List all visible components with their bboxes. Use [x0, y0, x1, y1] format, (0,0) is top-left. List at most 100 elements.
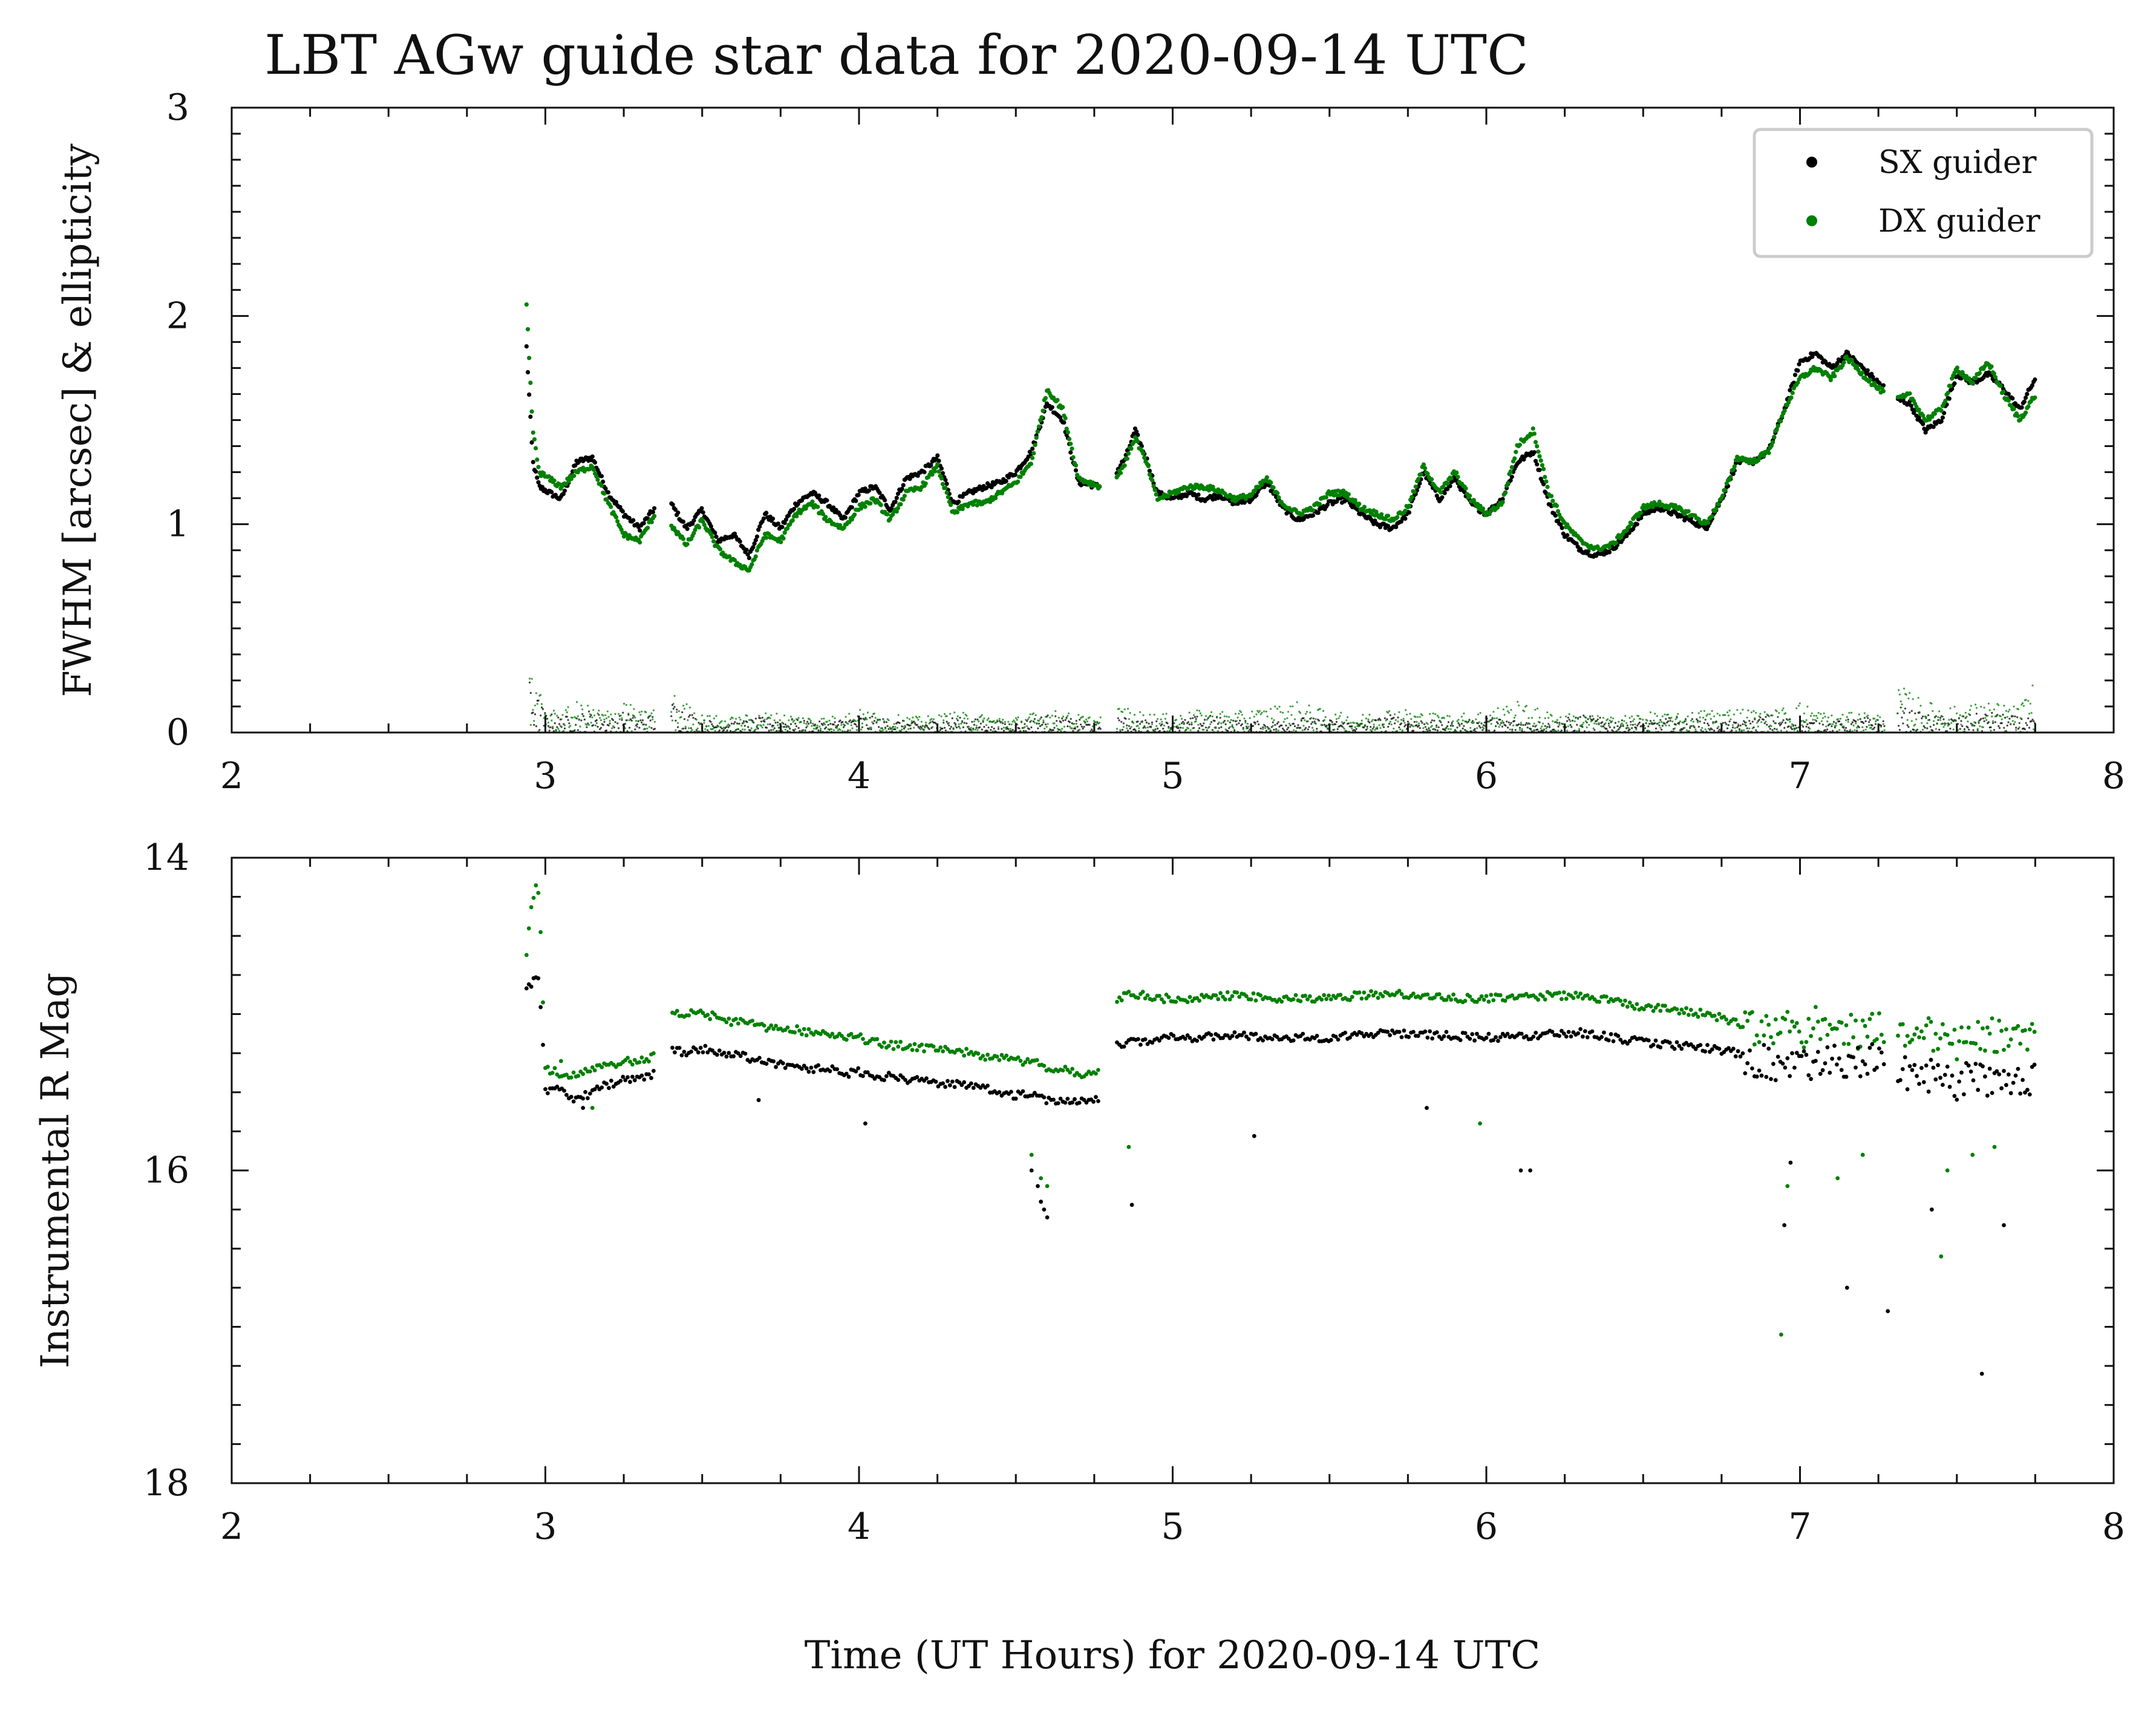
ellipticity-point-dx: [1389, 720, 1391, 723]
fwhm-point-sx: [856, 492, 861, 497]
ellipticity-point-sx: [882, 718, 884, 720]
ellipticity-point-sx: [1412, 729, 1414, 732]
ellipticity-point-dx: [1734, 727, 1736, 729]
ellipticity-point-dx: [1488, 720, 1491, 723]
ellipticity-point-dx: [1359, 722, 1362, 725]
fwhm-point-dx: [1536, 449, 1541, 454]
ellipticity-point-sx: [1145, 721, 1148, 724]
ellipticity-point-dx: [595, 722, 598, 725]
ellipticity-point-dx: [577, 715, 580, 717]
ellipticity-point-dx: [1343, 728, 1345, 730]
ellipticity-point-dx: [1198, 710, 1201, 712]
fwhm-point-sx: [929, 463, 933, 468]
ellipticity-point-sx: [929, 721, 932, 723]
ellipticity-point-dx: [1300, 718, 1302, 720]
ellipticity-point-sx: [795, 725, 798, 728]
fwhm-point-dx: [1067, 437, 1072, 442]
ellipticity-point-dx: [1808, 729, 1810, 732]
ellipticity-point-dx: [792, 720, 794, 723]
ellipticity-point-dx: [1708, 728, 1710, 730]
fwhm-point-dx: [681, 537, 686, 541]
ellipticity-point-dx: [1341, 721, 1344, 723]
ellipticity-point-dx: [2031, 684, 2034, 687]
ellipticity-point-dx: [1417, 716, 1419, 718]
ellipticity-point-dx: [1030, 720, 1033, 722]
ellipticity-point-sx: [653, 728, 656, 730]
fwhm-point-dx: [1639, 511, 1644, 515]
ellipticity-point-sx: [575, 723, 577, 726]
ellipticity-point-dx: [803, 722, 805, 724]
ellipticity-point-sx: [1510, 722, 1512, 724]
ellipticity-point-sx: [723, 729, 725, 731]
ellipticity-point-sx: [1619, 725, 1622, 728]
fwhm-point-dx: [1916, 407, 1921, 413]
ellipticity-point-dx: [1856, 726, 1858, 729]
fwhm-point-sx: [746, 555, 751, 561]
ellipticity-point-dx: [1085, 718, 1088, 721]
ellipticity-point-dx: [726, 725, 728, 727]
ellipticity-point-sx: [1648, 723, 1651, 725]
ellipticity-point-dx: [555, 729, 557, 732]
ellipticity-point-dx: [1009, 728, 1011, 730]
ellipticity-point-sx: [1099, 728, 1102, 730]
fwhm-point-sx: [1565, 533, 1570, 538]
ellipticity-point-dx: [1312, 729, 1315, 731]
ellipticity-point-sx: [1025, 730, 1027, 733]
fwhm-point-dx: [527, 356, 532, 361]
ellipticity-point-dx: [1304, 719, 1306, 722]
fwhm-point-dx: [1538, 458, 1543, 463]
ellipticity-point-dx: [1362, 714, 1364, 716]
ellipticity-point-dx: [556, 714, 558, 717]
ellipticity-point-dx: [781, 721, 783, 723]
fwhm-point-sx: [1939, 419, 1944, 424]
ellipticity-point-sx: [690, 727, 692, 729]
ellipticity-point-dx: [965, 714, 968, 717]
ellipticity-point-dx: [1180, 717, 1183, 720]
ellipticity-point-dx: [1760, 721, 1763, 723]
ellipticity-point-dx: [1947, 725, 1949, 727]
ellipticity-point-dx: [1678, 723, 1681, 725]
ellipticity-point-sx: [1826, 728, 1829, 731]
ellipticity-point-dx: [609, 720, 611, 722]
ellipticity-point-dx: [958, 723, 960, 725]
ellipticity-point-sx: [1289, 724, 1292, 726]
ellipticity-point-sx: [1998, 726, 2001, 729]
ellipticity-point-dx: [1203, 728, 1205, 731]
ellipticity-point-sx: [634, 728, 636, 731]
ellipticity-point-sx: [1269, 729, 1272, 732]
ellipticity-point-dx: [1460, 716, 1463, 718]
fwhm-point-sx: [1013, 472, 1018, 477]
ellipticity-point-sx: [2013, 723, 2015, 725]
ellipticity-point-dx: [1238, 713, 1240, 715]
ellipticity-point-sx: [1621, 719, 1623, 722]
fwhm-point-sx: [685, 526, 690, 531]
ellipticity-point-dx: [1315, 718, 1317, 720]
ellipticity-point-dx: [1032, 712, 1035, 714]
ellipticity-point-sx: [1060, 721, 1062, 723]
ellipticity-point-dx: [1468, 719, 1471, 722]
ellipticity-point-dx: [1736, 709, 1739, 711]
ellipticity-point-dx: [1050, 729, 1053, 732]
ellipticity-point-sx: [1856, 729, 1858, 732]
ellipticity-point-dx: [1169, 728, 1172, 731]
ellipticity-point-dx: [552, 725, 554, 728]
fwhm-point-dx: [779, 540, 783, 544]
ellipticity-point-sx: [1160, 724, 1162, 727]
ellipticity-point-dx: [688, 727, 690, 729]
ellipticity-point-sx: [841, 720, 844, 723]
ellipticity-point-sx: [1064, 719, 1067, 721]
ellipticity-point-dx: [771, 725, 774, 728]
fwhm-point-sx: [744, 547, 749, 552]
fwhm-point-sx: [944, 481, 949, 486]
fwhm-point-dx: [1849, 357, 1854, 362]
ellipticity-point-sx: [1606, 728, 1608, 730]
ellipticity-point-dx: [684, 725, 687, 728]
ellipticity-point-sx: [878, 726, 880, 728]
ellipticity-point-dx: [959, 727, 961, 729]
fwhm-point-dx: [1782, 408, 1787, 413]
ellipticity-point-sx: [1700, 729, 1702, 731]
fwhm-point-dx: [604, 497, 609, 502]
ellipticity-point-dx: [1919, 705, 1922, 707]
ellipticity-point-sx: [638, 726, 641, 729]
fwhm-point-dx: [1728, 475, 1733, 480]
